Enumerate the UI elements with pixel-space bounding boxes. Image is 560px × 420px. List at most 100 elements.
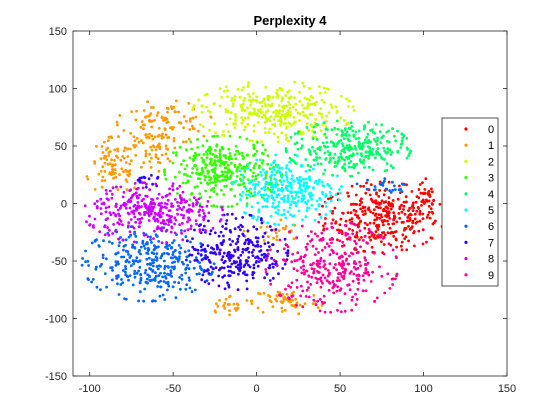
data-point	[280, 213, 283, 217]
data-point	[218, 149, 222, 153]
data-point	[323, 259, 326, 263]
data-point	[214, 310, 217, 314]
data-point	[407, 225, 410, 228]
data-point	[226, 89, 230, 92]
data-point	[135, 187, 139, 191]
data-point	[344, 219, 348, 223]
data-point	[235, 169, 239, 173]
data-point	[306, 234, 310, 238]
data-point	[339, 94, 343, 98]
data-point	[97, 172, 101, 176]
data-point	[132, 135, 136, 139]
data-point	[243, 96, 247, 100]
data-point	[393, 184, 396, 188]
data-point	[227, 130, 231, 134]
data-point	[385, 151, 388, 155]
data-point	[185, 148, 188, 152]
data-point	[201, 209, 205, 212]
data-point	[173, 222, 177, 226]
data-point	[252, 166, 256, 170]
data-point	[340, 133, 344, 137]
data-point	[314, 207, 318, 211]
data-point	[198, 202, 202, 206]
data-point	[142, 233, 146, 237]
data-point	[211, 278, 215, 282]
data-point	[383, 233, 387, 237]
data-point	[326, 150, 330, 153]
data-point	[151, 198, 155, 202]
data-point	[92, 226, 95, 229]
data-point	[325, 205, 328, 208]
data-point	[138, 205, 142, 209]
legend-marker-7	[464, 240, 468, 244]
data-point	[345, 97, 349, 101]
data-point	[128, 274, 132, 277]
data-point	[234, 115, 238, 119]
data-point	[364, 258, 367, 262]
data-point	[389, 153, 393, 156]
data-point	[391, 180, 394, 184]
data-point	[374, 123, 378, 126]
data-point	[123, 146, 127, 150]
data-point	[359, 152, 363, 156]
data-point	[295, 278, 299, 282]
data-point	[221, 213, 225, 217]
data-point	[281, 301, 284, 305]
data-point	[254, 162, 258, 166]
data-point	[241, 119, 245, 122]
data-point	[233, 95, 237, 98]
data-point	[375, 143, 379, 146]
data-point	[290, 124, 293, 127]
data-point	[226, 281, 229, 285]
data-point	[361, 142, 365, 146]
data-point	[165, 213, 169, 217]
data-point	[250, 302, 254, 306]
data-point	[154, 155, 158, 159]
data-point	[335, 133, 339, 136]
data-point	[301, 144, 304, 148]
data-point	[103, 233, 107, 237]
data-point	[154, 182, 158, 186]
data-point	[163, 275, 167, 278]
data-point	[143, 123, 146, 127]
data-point	[218, 180, 222, 183]
data-point	[259, 218, 263, 222]
data-point	[343, 292, 347, 296]
data-point	[373, 208, 376, 212]
data-point	[307, 129, 311, 132]
data-point	[175, 256, 178, 260]
data-point	[127, 174, 131, 178]
data-point	[298, 119, 302, 122]
data-point	[158, 147, 162, 151]
data-point	[363, 166, 366, 169]
data-point	[251, 98, 255, 102]
data-point	[214, 184, 218, 187]
data-point	[365, 140, 369, 144]
data-point	[281, 109, 284, 113]
data-point	[320, 304, 324, 307]
data-point	[245, 299, 249, 302]
data-point	[171, 182, 175, 186]
data-point	[314, 276, 318, 280]
data-point	[209, 181, 212, 185]
legend-label-8: 8	[488, 254, 494, 266]
data-point	[254, 256, 257, 259]
data-point	[362, 278, 366, 282]
data-point	[300, 200, 304, 203]
data-point	[184, 287, 188, 291]
data-point	[235, 175, 239, 178]
data-point	[95, 144, 98, 148]
data-point	[286, 90, 289, 94]
data-point	[167, 136, 171, 139]
data-point	[228, 152, 232, 155]
data-point	[223, 259, 227, 263]
data-point	[122, 149, 126, 153]
data-point	[260, 253, 264, 257]
data-point	[213, 134, 216, 138]
data-point	[139, 252, 142, 256]
data-point	[275, 238, 279, 242]
data-point	[291, 105, 295, 109]
data-point	[171, 161, 175, 165]
data-point	[336, 285, 340, 289]
data-point	[121, 223, 124, 227]
